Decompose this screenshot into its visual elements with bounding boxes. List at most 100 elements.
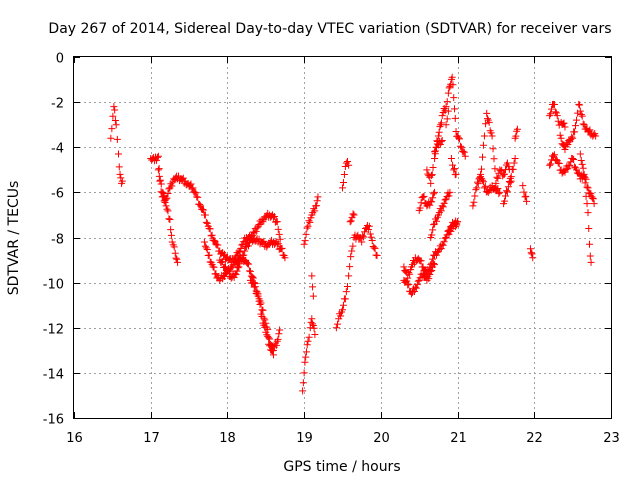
data-point-marker: [586, 252, 594, 260]
data-point-marker: [116, 170, 124, 178]
data-point-marker: [576, 107, 584, 115]
data-point-marker: [238, 256, 246, 264]
data-point-marker: [332, 324, 340, 332]
data-point-marker: [430, 221, 438, 229]
data-point-marker: [212, 270, 220, 278]
data-point-marker: [496, 188, 504, 196]
grid-lines: [74, 57, 611, 418]
data-point-marker: [334, 320, 342, 328]
data-point-marker: [473, 184, 481, 192]
data-point-marker: [449, 81, 457, 89]
data-point-marker: [566, 161, 574, 169]
data-point-marker: [469, 202, 477, 210]
data-point-marker: [360, 233, 368, 241]
data-point-marker: [420, 192, 428, 200]
data-point-marker: [312, 202, 320, 210]
data-point-marker: [482, 120, 490, 128]
data-point-marker: [550, 151, 558, 159]
y-tick-label: -4: [51, 142, 64, 157]
y-tick-label: -10: [43, 278, 64, 293]
data-point-marker: [339, 184, 346, 192]
y-tick-label: -8: [51, 233, 64, 248]
data-point-marker: [152, 156, 160, 164]
data-point-marker: [557, 134, 565, 142]
data-point-marker: [439, 203, 447, 211]
data-point-marker: [367, 233, 375, 241]
data-point-marker: [256, 301, 264, 309]
data-point-marker: [584, 209, 592, 217]
data-point-marker: [553, 112, 561, 120]
data-point-marker: [572, 116, 580, 124]
data-point-marker: [470, 198, 478, 206]
data-point-marker: [364, 225, 372, 233]
data-point-marker: [428, 231, 436, 239]
data-point-marker: [572, 122, 580, 130]
data-point-marker: [349, 242, 357, 250]
data-point-marker: [199, 206, 207, 214]
data-point-marker: [444, 89, 452, 97]
data-point-marker: [304, 337, 312, 345]
data-point-marker: [347, 217, 355, 225]
data-point-marker: [274, 335, 282, 343]
data-point-marker: [223, 267, 231, 275]
data-points: [107, 73, 600, 395]
data-point-marker: [301, 358, 309, 366]
data-point-marker: [427, 179, 435, 187]
data-point-marker: [211, 237, 219, 245]
y-tick-label: -2: [51, 97, 64, 112]
data-point-marker: [268, 347, 276, 355]
data-point-marker: [337, 312, 345, 320]
data-point-marker: [577, 157, 585, 165]
data-point-marker: [346, 263, 354, 271]
data-point-marker: [111, 116, 119, 124]
data-point-marker: [154, 166, 162, 174]
data-point-marker: [359, 232, 367, 240]
data-point-marker: [576, 150, 584, 158]
data-point-marker: [447, 155, 455, 163]
data-point-marker: [437, 119, 445, 127]
data-point-marker: [306, 218, 314, 226]
data-point-marker: [429, 255, 437, 263]
data-point-marker: [111, 106, 119, 114]
data-point-marker: [206, 225, 214, 233]
data-point-marker: [443, 115, 451, 123]
data-point-marker: [275, 330, 283, 338]
data-point-marker: [455, 135, 463, 143]
data-point-marker: [451, 114, 459, 122]
data-point-marker: [232, 271, 240, 279]
data-point-marker: [202, 244, 210, 252]
data-point-marker: [214, 241, 222, 249]
data-point-marker: [341, 295, 349, 303]
data-point-marker: [461, 152, 469, 160]
data-point-marker: [304, 222, 312, 230]
data-point-marker: [366, 230, 374, 238]
data-point-marker: [431, 261, 439, 269]
data-point-marker: [568, 133, 576, 141]
data-point-marker: [501, 170, 509, 178]
data-point-marker: [445, 84, 453, 92]
data-point-marker: [194, 193, 202, 201]
data-point-marker: [578, 112, 586, 120]
data-point-marker: [513, 125, 521, 133]
data-point-marker: [428, 171, 436, 179]
data-point-marker: [402, 268, 410, 276]
data-point-marker: [581, 179, 589, 187]
data-point-marker: [301, 237, 309, 245]
data-point-marker: [583, 183, 591, 191]
data-point-marker: [276, 326, 284, 334]
data-point-marker: [273, 218, 281, 226]
data-point-marker: [235, 263, 243, 271]
data-point-marker: [278, 244, 286, 252]
data-point-marker: [245, 260, 253, 268]
data-point-marker: [548, 105, 556, 113]
data-point-marker: [203, 245, 211, 253]
data-point-marker: [442, 103, 450, 111]
data-point-marker: [445, 226, 453, 234]
data-point-marker: [261, 323, 269, 331]
data-point-marker: [485, 118, 493, 126]
data-point-marker: [200, 238, 208, 246]
data-point-marker: [107, 134, 115, 142]
data-point-marker: [339, 301, 347, 309]
data-point-marker: [345, 272, 353, 280]
